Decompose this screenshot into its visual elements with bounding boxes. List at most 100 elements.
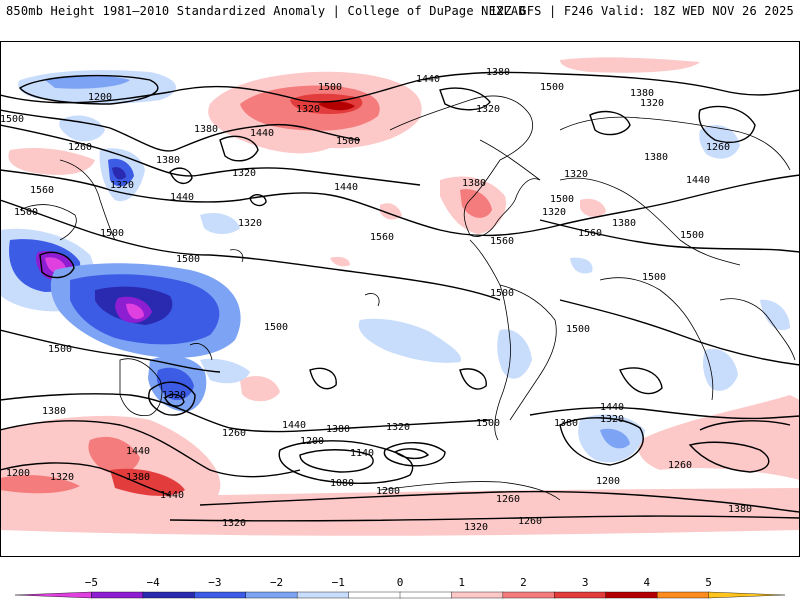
contour-label: 1560 — [370, 232, 394, 243]
contour-label: 1320 — [232, 168, 256, 179]
contour-label: 1260 — [668, 460, 692, 471]
contour-label: 1440 — [416, 74, 440, 85]
contour-label: 1500 — [566, 324, 590, 335]
colorbar-tick-label: −2 — [270, 576, 283, 589]
contour-label: 1440 — [334, 182, 358, 193]
colorbar-bin — [399, 591, 453, 599]
colorbar-bin — [656, 591, 710, 599]
contour-label: 1560 — [578, 228, 602, 239]
contour-label: 1500 — [550, 194, 574, 205]
contour-label: 1380 — [42, 406, 66, 417]
contour-label: 1260 — [496, 494, 520, 505]
contour-label: 1380 — [630, 88, 654, 99]
anomaly-map: 1200 1500 1380 1500 1440 1320 1380 1320 … — [0, 41, 800, 557]
colorbar-bin — [194, 591, 247, 599]
contour-label: 1320 — [238, 218, 262, 229]
positive-anomaly-shading — [0, 57, 800, 536]
contour-label: 1440 — [282, 420, 306, 431]
contour-label: 1500 — [336, 136, 360, 147]
contour-label-group: 1200 1500 1380 1500 1440 1320 1380 1320 … — [0, 67, 752, 533]
contour-label: 1440 — [250, 128, 274, 139]
contour-label: 1440 — [686, 175, 710, 186]
contour-label: 1500 — [14, 207, 38, 218]
contour-label: 1380 — [156, 155, 180, 166]
colorbar-bin — [554, 591, 607, 599]
contour-label: 1500 — [176, 254, 200, 265]
contour-label: 1320 — [640, 98, 664, 109]
contour-label: 1440 — [170, 192, 194, 203]
contour-label: 1500 — [642, 272, 666, 283]
contour-label: 1320 — [296, 104, 320, 115]
contour-label: 1320 — [600, 414, 624, 425]
colorbar-tick-label: 2 — [520, 576, 527, 589]
contour-label: 1200 — [300, 436, 324, 447]
contour-label: 1440 — [126, 446, 150, 457]
colorbar-tick-label: 4 — [644, 576, 651, 589]
map-title: 850mb Height 1981–2010 Standardized Anom… — [6, 4, 526, 18]
contour-label: 1500 — [264, 322, 288, 333]
colorbar-bin — [708, 591, 786, 599]
contour-label: 1500 — [490, 288, 514, 299]
contour-label: 1320 — [476, 104, 500, 115]
run-info: 12Z GFS | F246 Valid: 18Z WED NOV 26 202… — [489, 4, 794, 18]
contour-label: 1200 — [6, 468, 30, 479]
contour-label: 1320 — [222, 518, 246, 529]
contour-label: 1320 — [50, 472, 74, 483]
colorbar-tick-label: −5 — [85, 576, 98, 589]
colorbar-tick-label: 1 — [458, 576, 465, 589]
contour-label: 1500 — [100, 228, 124, 239]
colorbar-bin — [451, 591, 504, 599]
contour-label: 1380 — [462, 178, 486, 189]
colorbar-bin — [605, 591, 658, 599]
height-contours — [0, 71, 800, 522]
colorbar-bin — [14, 591, 92, 599]
contour-label: 1320 — [386, 422, 410, 433]
contour-label: 1320 — [162, 390, 186, 401]
contour-label: 1560 — [30, 185, 54, 196]
contour-label: 1380 — [612, 218, 636, 229]
contour-label: 1260 — [68, 142, 92, 153]
colorbar-tick-label: −1 — [332, 576, 345, 589]
contour-label: 1260 — [222, 428, 246, 439]
contour-label: 1320 — [564, 169, 588, 180]
contour-label: 1320 — [542, 207, 566, 218]
colorbar-bin — [502, 591, 555, 599]
contour-label: 1200 — [376, 486, 400, 497]
contour-label: 1380 — [326, 424, 350, 435]
contour-label: 1320 — [110, 180, 134, 191]
colorbar-tick-label: 3 — [582, 576, 589, 589]
contour-label: 1500 — [318, 82, 342, 93]
contour-label: 1260 — [518, 516, 542, 527]
contour-label: 1440 — [600, 402, 624, 413]
colorbar-tick-label: 5 — [705, 576, 712, 589]
contour-label: 1380 — [126, 472, 150, 483]
colorbar: −5 −4 −3 −2 −1 0 1 2 3 4 5 — [14, 576, 786, 599]
contour-label: 1380 — [486, 67, 510, 78]
colorbar-bin — [296, 591, 350, 599]
colorbar-bin — [91, 591, 144, 599]
colorbar-bin — [245, 591, 298, 599]
contour-label: 1380 — [194, 124, 218, 135]
contour-label: 1140 — [350, 448, 374, 459]
contour-label: 1440 — [160, 490, 184, 501]
contour-label: 1500 — [48, 344, 72, 355]
colorbar-tick-label: 0 — [397, 576, 404, 589]
coastlines — [19, 95, 796, 501]
contour-label: 1380 — [728, 504, 752, 515]
contour-label: 1080 — [330, 478, 354, 489]
contour-label: 1200 — [596, 476, 620, 487]
contour-label: 1320 — [464, 522, 488, 533]
contour-label: 1500 — [0, 114, 24, 125]
contour-label: 1500 — [540, 82, 564, 93]
colorbar-tick-label: −4 — [147, 576, 161, 589]
contour-label: 1380 — [554, 418, 578, 429]
contour-label: 1560 — [490, 236, 514, 247]
contour-label: 1500 — [680, 230, 704, 241]
colorbar-bin — [142, 591, 195, 599]
colorbar-tick-label: −3 — [208, 576, 221, 589]
contour-label: 1200 — [88, 92, 112, 103]
contour-label: 1380 — [644, 152, 668, 163]
contour-label: 1500 — [476, 418, 500, 429]
contour-label: 1260 — [706, 142, 730, 153]
colorbar-bin — [348, 591, 401, 599]
